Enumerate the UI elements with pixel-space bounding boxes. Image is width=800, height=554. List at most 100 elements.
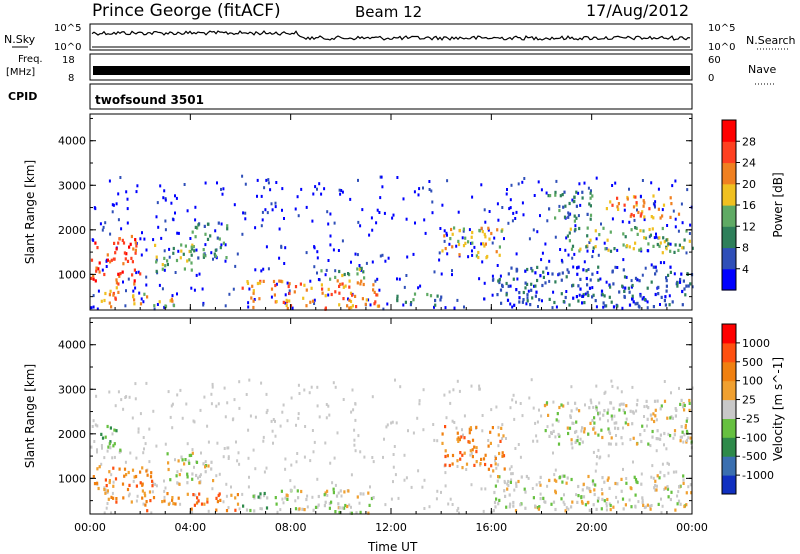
date-title: 17/Aug/2012 [586, 1, 689, 20]
nsky-frame [89, 23, 693, 51]
nave-label: Nave [748, 63, 776, 76]
x-tick-label: 04:00 [174, 521, 206, 534]
freq-frame [89, 53, 693, 81]
power-region-2 [132, 292, 176, 309]
velocity-ytick-label: 3000 [58, 383, 86, 396]
power-ytick-label: 2000 [58, 224, 86, 237]
power-colorbar-label: 20 [742, 178, 756, 191]
power-region-3 [154, 243, 205, 273]
x-tick-label: 00:00 [74, 521, 106, 534]
power-colorbar-label: 16 [742, 199, 756, 212]
velocity-ytick-label: 1000 [58, 472, 86, 485]
power-region-1 [100, 286, 120, 309]
power-region-6 [320, 266, 366, 281]
velocity-colorbar-seg [722, 399, 736, 419]
power-frame [89, 113, 693, 311]
power-region-9 [547, 190, 594, 223]
power-colorbar-label: 8 [742, 242, 749, 255]
velocity-colorbar-seg [722, 380, 736, 401]
velocity-colorbar-label: 500 [742, 356, 763, 369]
cpid-program: twofsound 3501 [95, 93, 204, 107]
power-region-7 [396, 292, 443, 307]
beam-title: Beam 12 [355, 3, 422, 21]
power-colorbar-seg [722, 247, 736, 270]
cpid-frame [89, 83, 693, 110]
power-colorbar-seg [722, 141, 736, 164]
power-ytick-label: 1000 [58, 268, 86, 281]
power-ylabel: Slant Range [km] [23, 160, 37, 264]
velocity-region-2 [100, 424, 122, 452]
nsearch-label: N.Search [746, 34, 796, 47]
power-colorbar-seg [722, 226, 736, 249]
velocity-colorbar-label: 100 [742, 375, 763, 388]
velocity-colorbar-label: 25 [742, 394, 756, 407]
x-tick-label: 00:00 [676, 521, 708, 534]
power-noise [90, 174, 694, 311]
nave-tick-top: 60 [708, 55, 721, 66]
x-axis-label: Time UT [367, 540, 418, 554]
power-colorbar-seg [722, 183, 736, 206]
velocity-colorbar-seg [722, 418, 736, 438]
cpid-label: CPID [8, 90, 37, 103]
velocity-region-1 [141, 491, 240, 513]
velocity-colorbar-frame [721, 323, 737, 495]
velocity-region-5 [280, 487, 375, 515]
velocity-region-6 [441, 425, 506, 473]
velocity-colorbar-label: -1000 [742, 469, 774, 482]
power-panel: 1000 2000 3000 4000 Slant Range [km] 4 8 12 16 20… [23, 113, 785, 311]
power-colorbar-label: 12 [742, 220, 756, 233]
power-region-5 [241, 279, 381, 311]
x-tick-label: 20:00 [576, 521, 608, 534]
power-region-10 [605, 194, 681, 220]
velocity-colorbar-title: Velocity [m s^-1] [771, 357, 785, 461]
power-colorbar-seg [722, 120, 736, 142]
velocity-region-7 [544, 398, 693, 446]
nsky-trace [91, 30, 691, 48]
freq-tick-bottom: 8 [68, 73, 74, 84]
power-colorbar-label: 24 [742, 157, 756, 170]
velocity-ytick-label: 2000 [58, 428, 86, 441]
station-title: Prince George (fitACF) [92, 1, 281, 21]
power-region-11 [566, 226, 694, 255]
power-colorbar-seg [722, 268, 736, 291]
velocity-region-3 [166, 451, 215, 486]
power-colorbar-seg [722, 162, 736, 185]
velocity-colorbar-label: -100 [742, 431, 767, 444]
nsky-tick-top: 10^5 [54, 23, 81, 34]
velocity-ylabel: Slant Range [km] [23, 364, 37, 468]
velocity-colorbar-label: 1000 [742, 337, 770, 350]
power-region-8 [441, 226, 504, 260]
x-tick-label: 16:00 [475, 521, 507, 534]
freq-label: Freq. [18, 54, 43, 65]
power-colorbar-title: Power [dB] [771, 172, 785, 237]
power-ytick-label: 3000 [58, 179, 86, 192]
power-region-0 [90, 234, 142, 286]
velocity-region-8 [492, 474, 693, 513]
nave-tick-bottom: 0 [708, 73, 714, 84]
freq-tick-top: 18 [62, 55, 75, 66]
power-region-4 [190, 221, 229, 260]
nsky-tick-bottom: 10^0 [54, 42, 81, 53]
x-tick-label: 08:00 [275, 521, 307, 534]
velocity-colorbar-seg [722, 324, 736, 344]
power-colorbar-label: 4 [742, 263, 749, 276]
velocity-region-0 [92, 465, 154, 504]
power-region-12 [491, 265, 694, 309]
velocity-noise [90, 378, 694, 515]
nsky-label: N.Sky [4, 33, 36, 46]
velocity-colorbar-seg [722, 342, 736, 363]
velocity-colorbar-seg [722, 475, 736, 495]
power-colorbar-label: 28 [742, 135, 756, 148]
power-ytick-label: 4000 [58, 135, 86, 148]
nsearch-tick-top: 10^5 [708, 23, 735, 34]
velocity-region-4 [242, 491, 278, 513]
velocity-colorbar-label: -500 [742, 450, 767, 463]
velocity-panel: 1000 2000 3000 4000 00:00 04:00 08:00 12:00 16:0… [23, 317, 785, 534]
velocity-colorbar-seg [722, 361, 736, 382]
velocity-ytick-label: 4000 [58, 339, 86, 352]
velocity-colorbar-seg [722, 456, 736, 476]
freq-trace [93, 66, 690, 75]
nsearch-tick-bottom: 10^0 [708, 42, 735, 53]
velocity-colorbar-label: -25 [742, 412, 760, 425]
